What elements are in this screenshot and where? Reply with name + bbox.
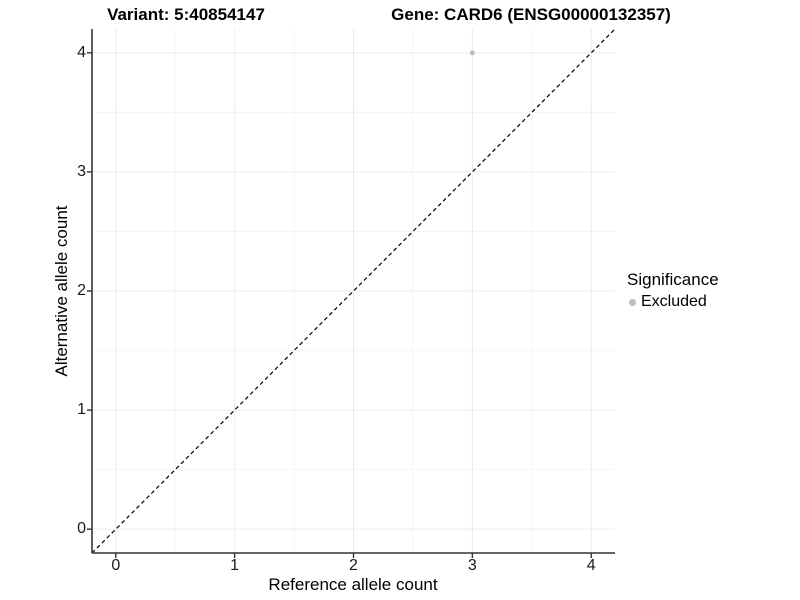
x-tick-label: 3 xyxy=(467,557,477,574)
x-tick-label: 2 xyxy=(349,557,358,574)
variant-title: Variant: 5:40854147 xyxy=(107,5,265,24)
y-tick-label: 4 xyxy=(77,43,86,61)
data-point-excluded xyxy=(469,50,475,56)
gene-title: Gene: CARD6 (ENSG00000132357) xyxy=(391,5,671,24)
y-tick-label: 0 xyxy=(77,520,86,538)
legend-item-excluded: Excluded xyxy=(629,293,719,311)
x-tick-label: 1 xyxy=(230,557,240,574)
legend: Significance Excluded xyxy=(627,270,719,311)
x-axis-title: Reference allele count xyxy=(268,575,438,594)
legend-item-label: Excluded xyxy=(641,293,707,310)
x-tick-label: 4 xyxy=(586,557,596,574)
plot-canvas xyxy=(87,28,616,558)
y-tick-label: 3 xyxy=(77,162,86,180)
x-tick-label: 0 xyxy=(111,557,121,574)
legend-title: Significance xyxy=(627,270,719,289)
y-tick-label: 2 xyxy=(77,282,86,299)
plot-panel xyxy=(87,28,616,558)
legend-point-swatch-excluded xyxy=(629,298,636,306)
y-tick-label: 1 xyxy=(77,401,86,419)
